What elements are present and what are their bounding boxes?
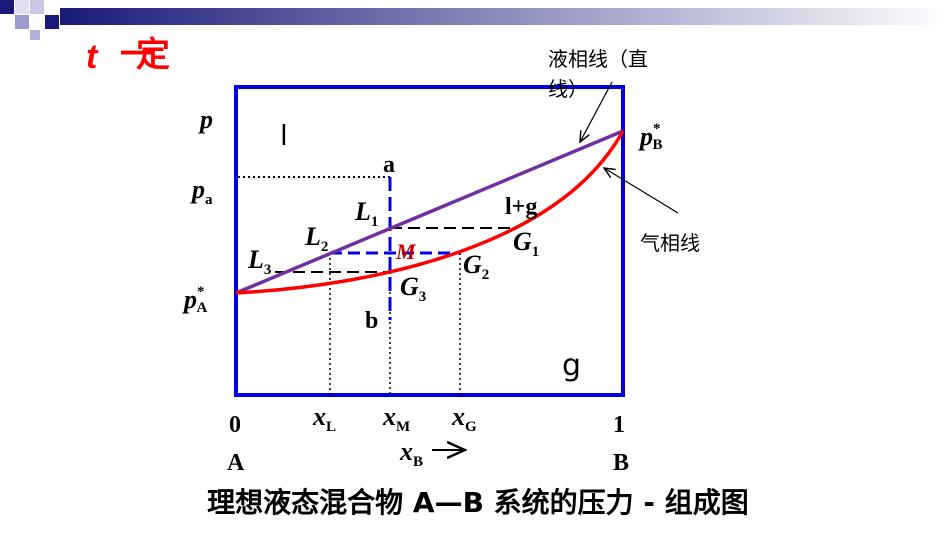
label-main: L bbox=[354, 197, 371, 226]
region-label: l+g bbox=[505, 194, 537, 220]
label-main: p bbox=[190, 175, 205, 204]
vapor-label: 气相线 bbox=[640, 231, 700, 255]
label-sup: * bbox=[197, 284, 205, 300]
label-xb: xB bbox=[399, 437, 423, 470]
condition-var: t bbox=[86, 38, 99, 76]
label-xg: xG bbox=[451, 402, 477, 435]
point-label: M bbox=[395, 239, 417, 264]
label-main: x bbox=[451, 402, 465, 431]
label-xm: xM bbox=[382, 402, 410, 435]
label-main: x bbox=[399, 437, 413, 466]
label-l3: L3 bbox=[247, 245, 271, 278]
x-axis-label: A bbox=[227, 450, 245, 476]
title: 理想液态混合物 A—B 系统的压力 - 组成图 bbox=[207, 486, 749, 519]
label-sub: L bbox=[326, 419, 336, 435]
x-axis-label: 0 bbox=[229, 412, 241, 438]
label-l2: L2 bbox=[304, 222, 328, 255]
label-main: p bbox=[638, 122, 653, 151]
label-sub: 3 bbox=[419, 289, 427, 305]
label-sub: a bbox=[205, 192, 213, 208]
label-main: G bbox=[513, 227, 532, 256]
label-main: p bbox=[182, 285, 197, 314]
label-g3: G3 bbox=[400, 272, 426, 305]
point-label: a bbox=[383, 152, 395, 178]
label-main: L bbox=[304, 222, 321, 251]
label-p-a: pa bbox=[190, 175, 213, 208]
label-sub: 2 bbox=[482, 267, 490, 283]
lines bbox=[235, 81, 679, 450]
region-label: l bbox=[280, 119, 288, 152]
label-p-b: p* B bbox=[638, 121, 663, 153]
label-main: G bbox=[463, 250, 482, 279]
label-sub: M bbox=[396, 419, 410, 435]
label-sub: 3 bbox=[264, 262, 272, 278]
label-main: x bbox=[382, 402, 396, 431]
label-g2: G2 bbox=[463, 250, 489, 283]
label-main: G bbox=[400, 272, 419, 301]
label-sub: 1 bbox=[532, 244, 540, 260]
label-main: x bbox=[312, 402, 326, 431]
label-sub: 2 bbox=[321, 239, 329, 255]
label-xl: xL bbox=[312, 402, 336, 435]
label-main: L bbox=[247, 245, 264, 274]
point-label: b bbox=[365, 308, 378, 334]
plot-frame bbox=[234, 85, 625, 397]
label-sub: A bbox=[197, 300, 208, 316]
label-sub: 1 bbox=[371, 214, 379, 230]
label-p-a: p* A bbox=[182, 284, 208, 316]
liquidus-label: 液相线（直 bbox=[548, 47, 648, 71]
x-axis-label: 1 bbox=[613, 412, 625, 438]
label-sub: G bbox=[465, 419, 477, 435]
label-sup: * bbox=[653, 121, 661, 137]
condition-text: 一定 bbox=[120, 35, 170, 75]
label-sub: B bbox=[653, 137, 663, 153]
y-axis-label: p bbox=[198, 105, 213, 134]
banner bbox=[0, 0, 950, 40]
label-g1: G1 bbox=[513, 227, 539, 260]
liquidus-label: 线） bbox=[548, 77, 588, 101]
region-label: g bbox=[562, 348, 581, 383]
label-l1: L1 bbox=[354, 197, 378, 230]
x-axis-label: B bbox=[613, 450, 629, 476]
label-sub: B bbox=[413, 454, 423, 470]
